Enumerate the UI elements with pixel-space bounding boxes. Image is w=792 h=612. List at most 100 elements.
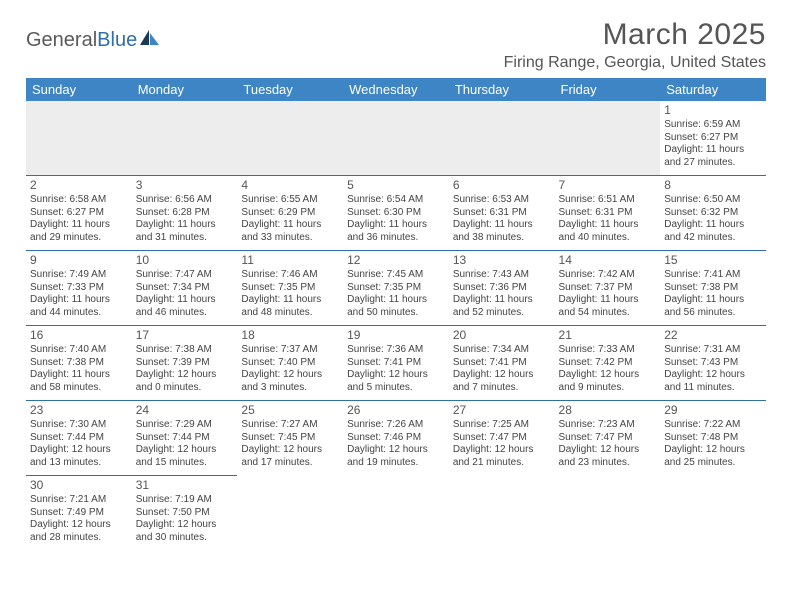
day-info-line: Daylight: 12 hours <box>30 444 128 457</box>
calendar-day-cell: 17Sunrise: 7:38 AMSunset: 7:39 PMDayligh… <box>132 326 238 401</box>
page-title: March 2025 <box>504 18 766 52</box>
day-number: 4 <box>241 178 339 193</box>
day-number: 7 <box>559 178 657 193</box>
calendar-day-cell <box>449 476 555 551</box>
calendar-day-cell: 31Sunrise: 7:19 AMSunset: 7:50 PMDayligh… <box>132 476 238 551</box>
calendar-day-cell <box>449 101 555 176</box>
calendar-day-cell: 30Sunrise: 7:21 AMSunset: 7:49 PMDayligh… <box>26 476 132 551</box>
day-info-line: Sunrise: 7:19 AM <box>136 494 234 507</box>
day-info-line: Sunrise: 7:36 AM <box>347 344 445 357</box>
day-info-line: Daylight: 11 hours <box>30 369 128 382</box>
day-info-line: and 46 minutes. <box>136 307 234 320</box>
day-info-line: and 33 minutes. <box>241 232 339 245</box>
calendar-day-cell: 24Sunrise: 7:29 AMSunset: 7:44 PMDayligh… <box>132 401 238 476</box>
day-info-line: Sunset: 7:38 PM <box>30 357 128 370</box>
calendar-day-cell: 13Sunrise: 7:43 AMSunset: 7:36 PMDayligh… <box>449 251 555 326</box>
day-info-line: and 0 minutes. <box>136 382 234 395</box>
calendar-week-row: 30Sunrise: 7:21 AMSunset: 7:49 PMDayligh… <box>26 476 766 551</box>
day-info-line: Sunset: 7:44 PM <box>136 432 234 445</box>
day-info-line: Daylight: 11 hours <box>347 294 445 307</box>
day-info-line: Daylight: 11 hours <box>664 219 762 232</box>
calendar-day-cell: 27Sunrise: 7:25 AMSunset: 7:47 PMDayligh… <box>449 401 555 476</box>
day-info-line: and 54 minutes. <box>559 307 657 320</box>
day-info-line: Daylight: 12 hours <box>559 369 657 382</box>
day-info-line: and 27 minutes. <box>664 157 762 170</box>
day-info-line: Daylight: 11 hours <box>559 219 657 232</box>
day-info-line: Sunrise: 7:41 AM <box>664 269 762 282</box>
calendar-day-cell: 8Sunrise: 6:50 AMSunset: 6:32 PMDaylight… <box>660 176 766 251</box>
day-info-line: Sunset: 7:45 PM <box>241 432 339 445</box>
day-info-line: Sunset: 7:38 PM <box>664 282 762 295</box>
calendar-day-cell: 21Sunrise: 7:33 AMSunset: 7:42 PMDayligh… <box>555 326 661 401</box>
day-info-line: Sunrise: 7:33 AM <box>559 344 657 357</box>
day-number: 19 <box>347 328 445 343</box>
calendar-day-cell: 18Sunrise: 7:37 AMSunset: 7:40 PMDayligh… <box>237 326 343 401</box>
day-number: 13 <box>453 253 551 268</box>
day-info-line: Sunset: 7:35 PM <box>347 282 445 295</box>
day-info-line: Sunset: 7:42 PM <box>559 357 657 370</box>
day-info-line: and 5 minutes. <box>347 382 445 395</box>
day-info-line: and 44 minutes. <box>30 307 128 320</box>
logo-text-1: General <box>26 29 97 52</box>
day-info-line: Daylight: 11 hours <box>347 219 445 232</box>
weekday-header: Monday <box>132 78 238 101</box>
day-info-line: Sunset: 7:39 PM <box>136 357 234 370</box>
day-info-line: and 19 minutes. <box>347 457 445 470</box>
day-info-line: Daylight: 11 hours <box>241 219 339 232</box>
day-info-line: and 52 minutes. <box>453 307 551 320</box>
day-number: 28 <box>559 403 657 418</box>
weekday-header: Thursday <box>449 78 555 101</box>
day-info-line: Sunset: 7:34 PM <box>136 282 234 295</box>
day-info-line: and 13 minutes. <box>30 457 128 470</box>
day-info-line: Daylight: 12 hours <box>559 444 657 457</box>
calendar-day-cell <box>237 476 343 551</box>
day-info-line: and 15 minutes. <box>136 457 234 470</box>
day-number: 21 <box>559 328 657 343</box>
day-number: 9 <box>30 253 128 268</box>
day-info-line: Sunset: 6:32 PM <box>664 207 762 220</box>
calendar-table: SundayMondayTuesdayWednesdayThursdayFrid… <box>26 78 766 550</box>
day-info-line: Daylight: 12 hours <box>241 444 339 457</box>
calendar-day-cell: 28Sunrise: 7:23 AMSunset: 7:47 PMDayligh… <box>555 401 661 476</box>
day-info-line: Daylight: 11 hours <box>30 294 128 307</box>
calendar-day-cell: 16Sunrise: 7:40 AMSunset: 7:38 PMDayligh… <box>26 326 132 401</box>
day-info-line: and 9 minutes. <box>559 382 657 395</box>
day-info-line: Sunrise: 6:59 AM <box>664 119 762 132</box>
day-info-line: Daylight: 11 hours <box>453 219 551 232</box>
header: GeneralBlue March 2025 Firing Range, Geo… <box>26 18 766 72</box>
day-info-line: and 17 minutes. <box>241 457 339 470</box>
day-number: 14 <box>559 253 657 268</box>
day-info-line: and 11 minutes. <box>664 382 762 395</box>
calendar-day-cell: 22Sunrise: 7:31 AMSunset: 7:43 PMDayligh… <box>660 326 766 401</box>
day-info-line: Sunset: 7:47 PM <box>453 432 551 445</box>
day-info-line: Daylight: 12 hours <box>241 369 339 382</box>
calendar-header-row: SundayMondayTuesdayWednesdayThursdayFrid… <box>26 78 766 101</box>
day-number: 26 <box>347 403 445 418</box>
day-info-line: and 29 minutes. <box>30 232 128 245</box>
day-info-line: and 30 minutes. <box>136 532 234 545</box>
day-info-line: Sunrise: 7:34 AM <box>453 344 551 357</box>
calendar-day-cell: 20Sunrise: 7:34 AMSunset: 7:41 PMDayligh… <box>449 326 555 401</box>
day-info-line: Sunrise: 6:50 AM <box>664 194 762 207</box>
day-info-line: and 23 minutes. <box>559 457 657 470</box>
calendar-day-cell: 29Sunrise: 7:22 AMSunset: 7:48 PMDayligh… <box>660 401 766 476</box>
logo: GeneralBlue <box>26 28 161 52</box>
day-info-line: Sunrise: 7:43 AM <box>453 269 551 282</box>
calendar-day-cell: 11Sunrise: 7:46 AMSunset: 7:35 PMDayligh… <box>237 251 343 326</box>
day-number: 10 <box>136 253 234 268</box>
calendar-day-cell: 4Sunrise: 6:55 AMSunset: 6:29 PMDaylight… <box>237 176 343 251</box>
day-number: 15 <box>664 253 762 268</box>
day-info-line: Sunrise: 7:49 AM <box>30 269 128 282</box>
calendar-day-cell: 26Sunrise: 7:26 AMSunset: 7:46 PMDayligh… <box>343 401 449 476</box>
weekday-header: Friday <box>555 78 661 101</box>
calendar-day-cell: 3Sunrise: 6:56 AMSunset: 6:28 PMDaylight… <box>132 176 238 251</box>
day-info-line: and 56 minutes. <box>664 307 762 320</box>
title-block: March 2025 Firing Range, Georgia, United… <box>504 18 766 72</box>
page-subtitle: Firing Range, Georgia, United States <box>504 54 766 72</box>
day-info-line: Daylight: 11 hours <box>136 294 234 307</box>
day-info-line: and 58 minutes. <box>30 382 128 395</box>
day-info-line: Sunrise: 7:26 AM <box>347 419 445 432</box>
day-info-line: Daylight: 12 hours <box>347 444 445 457</box>
day-number: 3 <box>136 178 234 193</box>
day-number: 29 <box>664 403 762 418</box>
